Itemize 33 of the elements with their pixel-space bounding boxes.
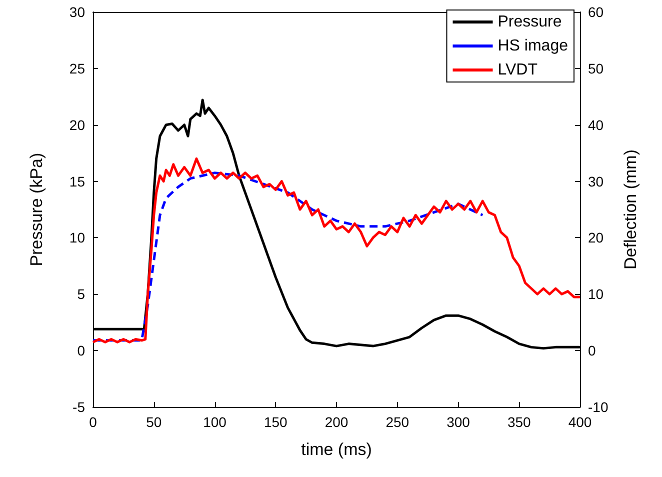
legend-label: Pressure	[498, 14, 562, 30]
y-tick-label: 15	[69, 173, 86, 190]
y-tick-label: 10	[69, 230, 86, 246]
y2-tick-label: 10	[588, 286, 604, 302]
y2-tick-label: 60	[588, 4, 604, 20]
y2-tick-label: 0	[588, 342, 596, 359]
y-tick-label: -5	[72, 399, 86, 415]
y-tick-label: 25	[69, 60, 86, 76]
y-tick-label: 0	[77, 342, 86, 359]
line-series	[92, 172, 484, 342]
x-tick-label: 0	[89, 414, 98, 430]
x-tick-label: 100	[203, 414, 227, 430]
line-series	[92, 157, 582, 344]
legend-label: LVDT	[498, 62, 538, 78]
y-axis-title: Pressure (kPa)	[27, 152, 46, 266]
y-tick-label: 20	[69, 116, 86, 133]
legend-label: HS image	[498, 38, 568, 54]
x-tick-label: 300	[446, 414, 470, 430]
x-tick-label: 400	[568, 414, 592, 430]
y2-axis-title: Deflection (mm)	[621, 150, 640, 270]
x-tick-label: 50	[146, 414, 162, 430]
y2-tick-label: 50	[588, 60, 604, 76]
x-tick-label: 250	[386, 414, 410, 430]
y-tick-label: 30	[69, 4, 86, 20]
x-tick-label: 350	[507, 414, 532, 430]
y-tick-label: 5	[77, 286, 86, 302]
x-tick-label: 150	[264, 414, 288, 430]
y2-tick-label: 30	[588, 173, 604, 190]
x-tick-label: 200	[324, 414, 348, 430]
x-axis-title: time (ms)	[301, 440, 372, 459]
y2-tick-label: -10	[588, 399, 608, 415]
y2-tick-label: 20	[588, 230, 604, 246]
y2-tick-label: 40	[588, 116, 604, 133]
